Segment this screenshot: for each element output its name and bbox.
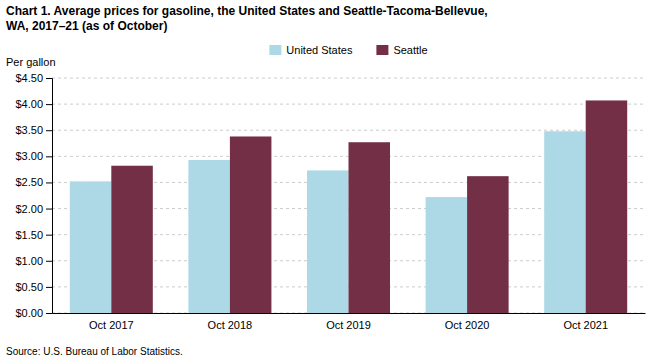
tick-label: $3.50 — [15, 124, 43, 136]
tick: $3.00 — [15, 150, 52, 162]
tick-mark — [46, 78, 52, 79]
x-axis: Oct 2017 Oct 2018 Oct 2019 Oct 2020 Oct 2021 — [53, 314, 646, 331]
tick: Oct 2020 — [445, 319, 490, 331]
legend-item: Seattle — [376, 44, 427, 56]
tick-mark — [46, 209, 52, 210]
series — [111, 100, 627, 313]
tick-mark — [46, 313, 52, 314]
tick-label: $0.00 — [15, 307, 43, 319]
bar — [307, 170, 349, 313]
bar — [349, 142, 391, 313]
tick-label: $2.50 — [15, 176, 43, 188]
tick: $3.50 — [15, 124, 52, 136]
grid — [52, 78, 645, 313]
tick-label: $3.00 — [15, 150, 43, 162]
bar — [586, 100, 628, 313]
axis-line — [53, 313, 646, 314]
tick-mark — [46, 130, 52, 131]
title-line: Chart 1. Average prices for gasoline, th… — [6, 4, 488, 18]
tick-label: $0.50 — [15, 281, 43, 293]
tick-mark — [46, 287, 52, 288]
tick-label: Oct 2017 — [89, 319, 134, 331]
bar — [467, 176, 509, 313]
tick: $0.50 — [15, 281, 52, 293]
chart: Chart 1. Average prices for gasoline, th… — [0, 0, 661, 361]
tick: $2.50 — [15, 176, 52, 188]
tick-mark — [46, 156, 52, 157]
series — [70, 131, 586, 313]
bar — [70, 181, 112, 313]
tick: $2.00 — [15, 203, 52, 215]
bar — [111, 166, 153, 313]
bar — [544, 131, 586, 313]
bars — [70, 100, 627, 313]
legend: United States Seattle — [269, 44, 427, 56]
legend-item: United States — [269, 44, 353, 56]
tick: $1.00 — [15, 255, 52, 267]
tick: Oct 2018 — [208, 319, 253, 331]
tick-label: Oct 2020 — [445, 319, 490, 331]
title-line: WA, 2017–21 (as of October) — [6, 19, 167, 33]
tick: $4.00 — [15, 98, 52, 110]
tick: $1.50 — [15, 229, 52, 241]
tick: Oct 2021 — [563, 319, 608, 331]
y-label: Per gallon — [6, 56, 56, 68]
tick-label: $1.00 — [15, 255, 43, 267]
bar — [230, 136, 272, 313]
tick-label: $4.00 — [15, 98, 43, 110]
grid-line — [52, 78, 645, 79]
tick-label: $4.50 — [15, 72, 43, 84]
tick-mark — [46, 104, 52, 105]
legend-label: United States — [286, 44, 353, 56]
axis-line — [46, 79, 53, 314]
tick-label: Oct 2021 — [563, 319, 608, 331]
bar — [188, 160, 230, 313]
legend-label: Seattle — [393, 44, 427, 56]
bar — [426, 197, 468, 313]
tick-label: Oct 2019 — [326, 319, 371, 331]
source: Source: U.S. Bureau of Labor Statistics. — [6, 346, 183, 357]
tick: $4.50 — [15, 72, 52, 84]
grid-line — [52, 130, 645, 131]
tick: Oct 2017 — [89, 319, 134, 331]
tick-label: Oct 2018 — [208, 319, 253, 331]
tick: Oct 2019 — [326, 319, 371, 331]
tick-label: $2.00 — [15, 203, 43, 215]
tick-mark — [46, 182, 52, 183]
grid-line — [52, 104, 645, 105]
tick: $0.00 — [15, 307, 52, 319]
tick-label: $1.50 — [15, 229, 43, 241]
plot: $0.00 $0.50 $1.00 $1.50 $2.00 $2.50 $3.00 $3.50… — [15, 72, 645, 331]
tick-mark — [46, 235, 52, 236]
legend-swatch — [376, 45, 388, 55]
title: Chart 1. Average prices for gasoline, th… — [6, 4, 488, 33]
tick-mark — [46, 261, 52, 262]
y-axis: $0.00 $0.50 $1.00 $1.50 $2.00 $2.50 $3.00 $3.50… — [15, 72, 52, 319]
legend-swatch — [269, 45, 281, 55]
